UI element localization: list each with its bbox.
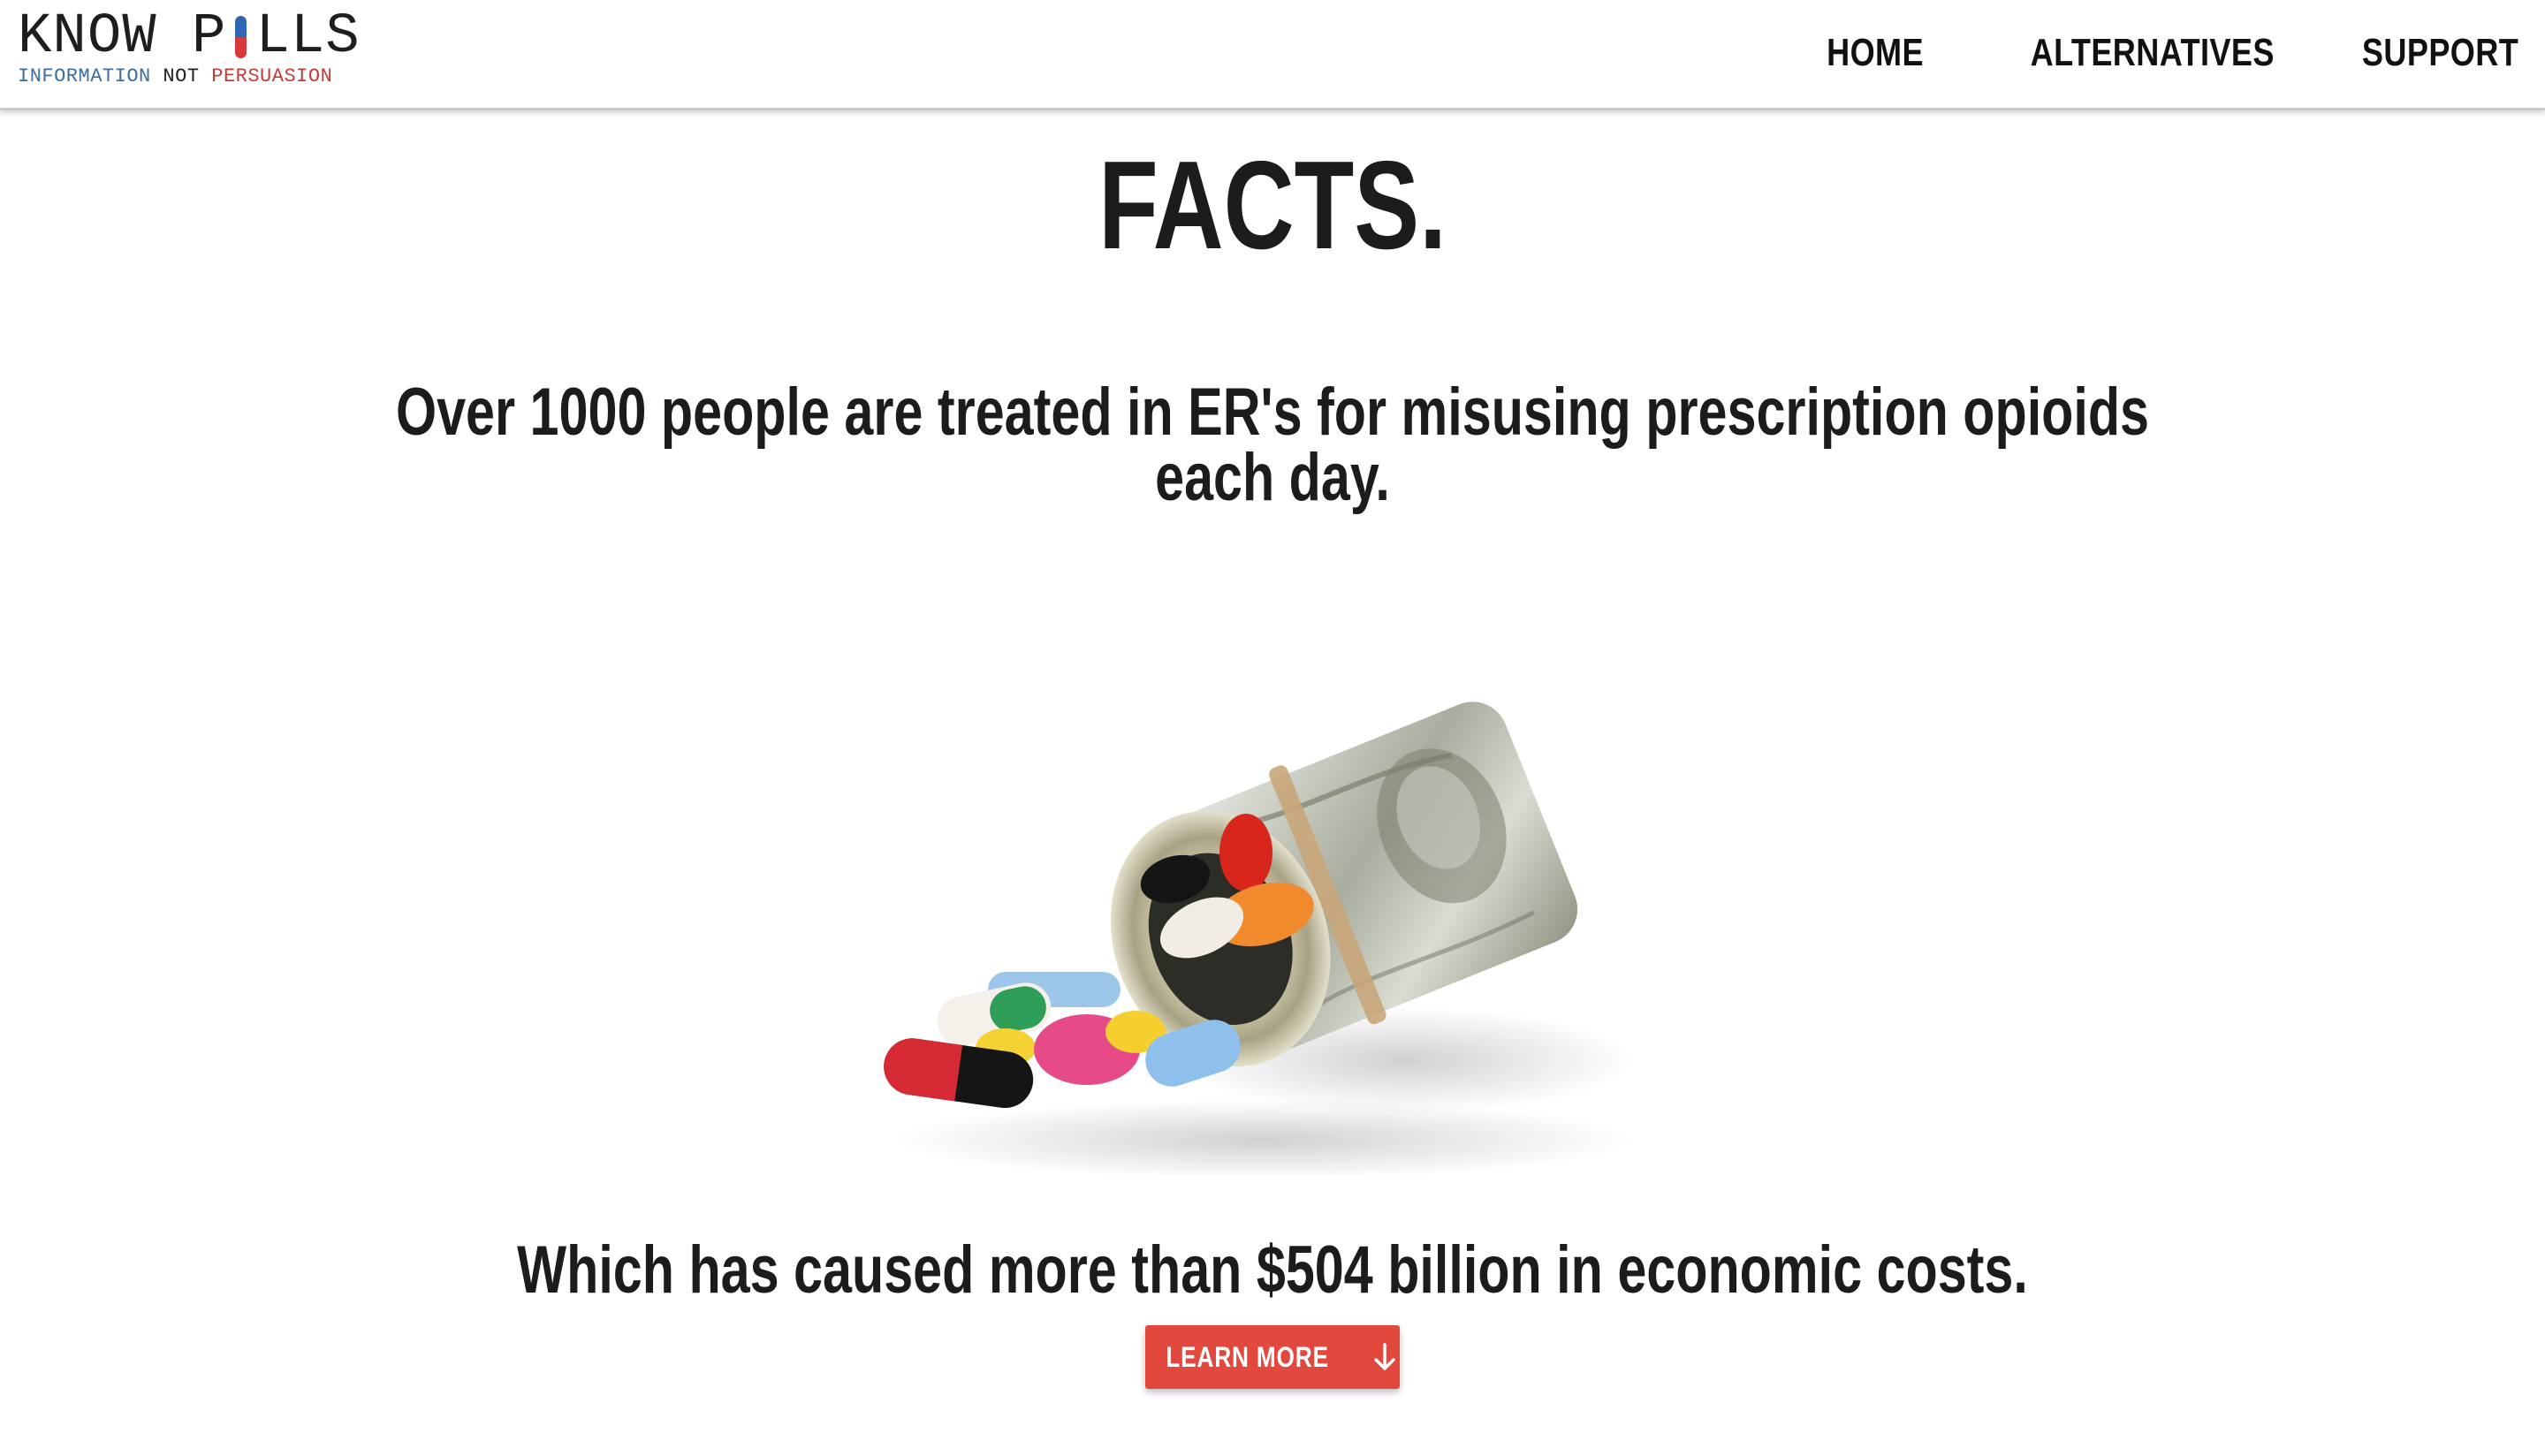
nav-support[interactable]: SUPPORT (2361, 31, 2518, 74)
nav-alternatives[interactable]: ALTERNATIVES (2030, 31, 2275, 74)
logo-wordmark: KNOW P LLS (18, 5, 361, 69)
page-title: FACTS. (1098, 135, 1447, 276)
fact-er-visits-line1: Over 1000 people are treated in ER's for… (395, 375, 2150, 450)
logo-tagline: INFORMATION NOT PERSUASION (18, 65, 361, 88)
fact-er-visits: Over 1000 people are treated in ER's for… (280, 375, 2265, 515)
arrow-down-icon (1373, 1343, 1395, 1370)
fact-er-visits-line2: each day. (1155, 440, 1390, 515)
tagline-information: INFORMATION (18, 65, 151, 87)
pill-icon (235, 16, 247, 58)
site-header: KNOW P LLS INFORMATION NOT PERSUASION HOM… (0, 0, 2545, 110)
learn-more-label: LEARN MORE (1166, 1340, 1330, 1373)
money-roll-pills-image (884, 701, 1635, 1175)
nav-home[interactable]: HOME (1827, 31, 1924, 74)
logo-text-left: KNOW P (18, 5, 227, 69)
main-nav: HOME ALTERNATIVES SUPPORT (1805, 27, 2518, 80)
fact-economic-costs: Which has caused more than $504 billion … (517, 1232, 2028, 1308)
learn-more-button[interactable]: LEARN MORE (1145, 1325, 1400, 1389)
tagline-persuasion: PERSUASION (211, 65, 333, 87)
site-logo[interactable]: KNOW P LLS INFORMATION NOT PERSUASION (18, 5, 361, 88)
logo-text-right: LLS (255, 5, 361, 69)
tagline-not: NOT (150, 65, 212, 87)
